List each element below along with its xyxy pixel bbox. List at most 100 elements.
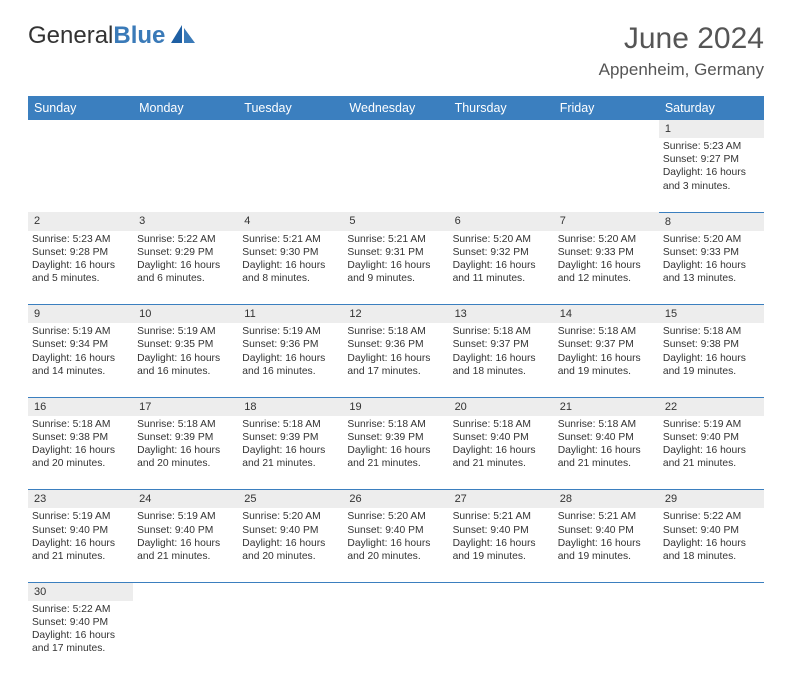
sunset-text: Sunset: 9:33 PM: [558, 246, 655, 259]
day-cell: Sunrise: 5:19 AMSunset: 9:36 PMDaylight:…: [238, 323, 343, 397]
sunset-text: Sunset: 9:33 PM: [663, 246, 760, 259]
day-number: [238, 120, 343, 138]
daylight-text: Daylight: 16 hours and 19 minutes.: [558, 537, 655, 563]
day-number: 16: [28, 397, 133, 416]
daylight-text: Daylight: 16 hours and 21 minutes.: [137, 537, 234, 563]
day-cell: Sunrise: 5:19 AMSunset: 9:35 PMDaylight:…: [133, 323, 238, 397]
logo-text-blue: Blue: [113, 22, 165, 49]
day-cell: Sunrise: 5:18 AMSunset: 9:38 PMDaylight:…: [659, 323, 764, 397]
day-number: 19: [343, 397, 448, 416]
daylight-text: Daylight: 16 hours and 16 minutes.: [137, 352, 234, 378]
day-number: 8: [659, 212, 764, 231]
sunrise-text: Sunrise: 5:19 AM: [32, 510, 129, 523]
day-cell: Sunrise: 5:22 AMSunset: 9:29 PMDaylight:…: [133, 231, 238, 305]
day-cell: Sunrise: 5:18 AMSunset: 9:40 PMDaylight:…: [554, 416, 659, 490]
day-cell: [238, 138, 343, 212]
day-number: 11: [238, 305, 343, 324]
sunrise-text: Sunrise: 5:18 AM: [663, 325, 760, 338]
day-content-row: Sunrise: 5:23 AMSunset: 9:28 PMDaylight:…: [28, 231, 764, 305]
day-cell: [449, 138, 554, 212]
sunset-text: Sunset: 9:40 PM: [453, 524, 550, 537]
sunset-text: Sunset: 9:37 PM: [453, 338, 550, 351]
sail-icon: [169, 23, 197, 50]
day-number: 6: [449, 212, 554, 231]
sunrise-text: Sunrise: 5:18 AM: [347, 325, 444, 338]
sunrise-text: Sunrise: 5:20 AM: [558, 233, 655, 246]
day-number: 23: [28, 490, 133, 509]
day-number: [554, 582, 659, 601]
daylight-text: Daylight: 16 hours and 19 minutes.: [453, 537, 550, 563]
header: GeneralBlue June 2024 Appenheim, Germany: [0, 0, 792, 88]
sunset-text: Sunset: 9:40 PM: [663, 524, 760, 537]
sunset-text: Sunset: 9:37 PM: [558, 338, 655, 351]
day-number: 3: [133, 212, 238, 231]
day-number: 10: [133, 305, 238, 324]
day-number: 30: [28, 582, 133, 601]
sunset-text: Sunset: 9:38 PM: [32, 431, 129, 444]
sunrise-text: Sunrise: 5:18 AM: [453, 418, 550, 431]
day-number: [554, 120, 659, 138]
day-cell: Sunrise: 5:19 AMSunset: 9:40 PMDaylight:…: [659, 416, 764, 490]
sunrise-text: Sunrise: 5:18 AM: [242, 418, 339, 431]
day-number-row: 30: [28, 582, 764, 601]
day-number: [659, 582, 764, 601]
day-cell: Sunrise: 5:21 AMSunset: 9:31 PMDaylight:…: [343, 231, 448, 305]
day-cell: Sunrise: 5:19 AMSunset: 9:34 PMDaylight:…: [28, 323, 133, 397]
sunset-text: Sunset: 9:30 PM: [242, 246, 339, 259]
sunrise-text: Sunrise: 5:19 AM: [32, 325, 129, 338]
day-cell: Sunrise: 5:18 AMSunset: 9:37 PMDaylight:…: [554, 323, 659, 397]
day-number: [133, 582, 238, 601]
daylight-text: Daylight: 16 hours and 19 minutes.: [663, 352, 760, 378]
sunset-text: Sunset: 9:40 PM: [558, 524, 655, 537]
sunset-text: Sunset: 9:31 PM: [347, 246, 444, 259]
day-number-row: 23242526272829: [28, 490, 764, 509]
sunrise-text: Sunrise: 5:18 AM: [32, 418, 129, 431]
day-cell: Sunrise: 5:18 AMSunset: 9:37 PMDaylight:…: [449, 323, 554, 397]
sunset-text: Sunset: 9:39 PM: [347, 431, 444, 444]
day-number: 14: [554, 305, 659, 324]
day-number: [449, 582, 554, 601]
sunset-text: Sunset: 9:40 PM: [453, 431, 550, 444]
day-cell: Sunrise: 5:20 AMSunset: 9:40 PMDaylight:…: [343, 508, 448, 582]
daylight-text: Daylight: 16 hours and 5 minutes.: [32, 259, 129, 285]
day-cell: Sunrise: 5:19 AMSunset: 9:40 PMDaylight:…: [28, 508, 133, 582]
sunset-text: Sunset: 9:28 PM: [32, 246, 129, 259]
day-header: Tuesday: [238, 96, 343, 120]
day-cell: Sunrise: 5:23 AMSunset: 9:28 PMDaylight:…: [28, 231, 133, 305]
day-number: 25: [238, 490, 343, 509]
day-cell: [449, 601, 554, 675]
daylight-text: Daylight: 16 hours and 20 minutes.: [137, 444, 234, 470]
day-number: 13: [449, 305, 554, 324]
sunrise-text: Sunrise: 5:18 AM: [347, 418, 444, 431]
sunset-text: Sunset: 9:38 PM: [663, 338, 760, 351]
day-number: [133, 120, 238, 138]
sunset-text: Sunset: 9:40 PM: [32, 524, 129, 537]
day-number: 5: [343, 212, 448, 231]
day-number: 15: [659, 305, 764, 324]
sunrise-text: Sunrise: 5:18 AM: [558, 418, 655, 431]
day-header-row: SundayMondayTuesdayWednesdayThursdayFrid…: [28, 96, 764, 120]
daylight-text: Daylight: 16 hours and 17 minutes.: [32, 629, 129, 655]
sunrise-text: Sunrise: 5:22 AM: [32, 603, 129, 616]
sunrise-text: Sunrise: 5:21 AM: [242, 233, 339, 246]
day-content-row: Sunrise: 5:19 AMSunset: 9:34 PMDaylight:…: [28, 323, 764, 397]
day-cell: Sunrise: 5:19 AMSunset: 9:40 PMDaylight:…: [133, 508, 238, 582]
day-number: 26: [343, 490, 448, 509]
sunset-text: Sunset: 9:27 PM: [663, 153, 760, 166]
day-number: 4: [238, 212, 343, 231]
day-number: [449, 120, 554, 138]
sunset-text: Sunset: 9:35 PM: [137, 338, 234, 351]
day-number: 24: [133, 490, 238, 509]
day-cell: Sunrise: 5:18 AMSunset: 9:39 PMDaylight:…: [238, 416, 343, 490]
logo-text-general: General: [28, 22, 113, 49]
sunrise-text: Sunrise: 5:19 AM: [137, 325, 234, 338]
day-cell: Sunrise: 5:20 AMSunset: 9:40 PMDaylight:…: [238, 508, 343, 582]
daylight-text: Daylight: 16 hours and 6 minutes.: [137, 259, 234, 285]
sunset-text: Sunset: 9:34 PM: [32, 338, 129, 351]
day-cell: Sunrise: 5:20 AMSunset: 9:32 PMDaylight:…: [449, 231, 554, 305]
daylight-text: Daylight: 16 hours and 13 minutes.: [663, 259, 760, 285]
day-number: 28: [554, 490, 659, 509]
sunrise-text: Sunrise: 5:23 AM: [663, 140, 760, 153]
day-cell: [238, 601, 343, 675]
sunset-text: Sunset: 9:40 PM: [32, 616, 129, 629]
